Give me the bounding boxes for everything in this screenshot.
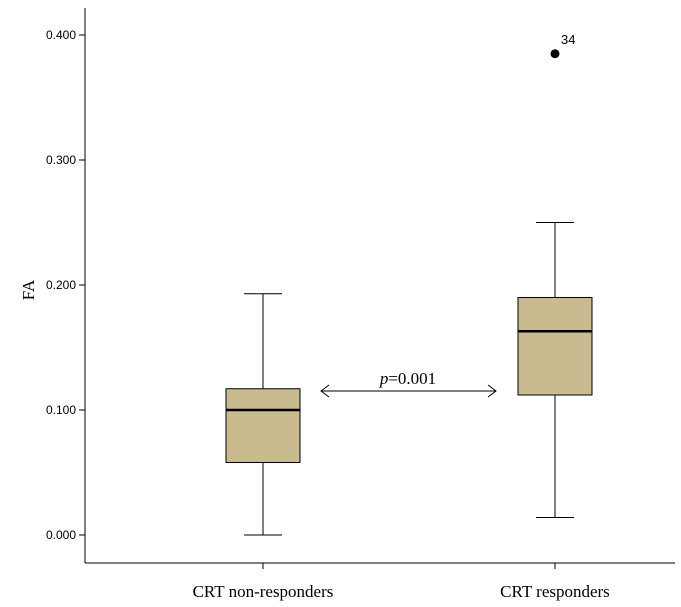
axes: [84, 8, 675, 564]
box-group: 34: [517, 32, 593, 518]
outlier-point: [550, 49, 560, 59]
boxes: 34: [225, 32, 593, 536]
p-value-number: =0.001: [388, 369, 436, 388]
y-tick-label: 0.300: [46, 153, 76, 167]
y-tick-label: 0.400: [46, 28, 76, 42]
box-group: [225, 293, 301, 536]
y-tick-label: 0.200: [46, 278, 76, 292]
y-tick-label: 0.100: [46, 403, 76, 417]
y-ticks: 0.000 0.100 0.200 0.300 0.400: [46, 28, 85, 542]
arrow-head-right: [487, 384, 497, 398]
p-value-text: p=0.001: [379, 369, 436, 388]
iqr-box: [225, 388, 301, 463]
x-ticks: CRT non-responders CRT responders: [193, 563, 610, 601]
x-tick-label: CRT responders: [500, 582, 610, 601]
y-tick-label: 0.000: [46, 528, 76, 542]
outlier-label: 34: [561, 32, 575, 47]
y-axis-title: FA: [19, 279, 38, 300]
iqr-box: [517, 297, 593, 396]
arrow-head-left: [320, 384, 330, 398]
x-tick-label: CRT non-responders: [193, 582, 334, 601]
p-value-symbol: p: [379, 369, 389, 388]
p-value-annotation: p=0.001: [320, 369, 497, 398]
